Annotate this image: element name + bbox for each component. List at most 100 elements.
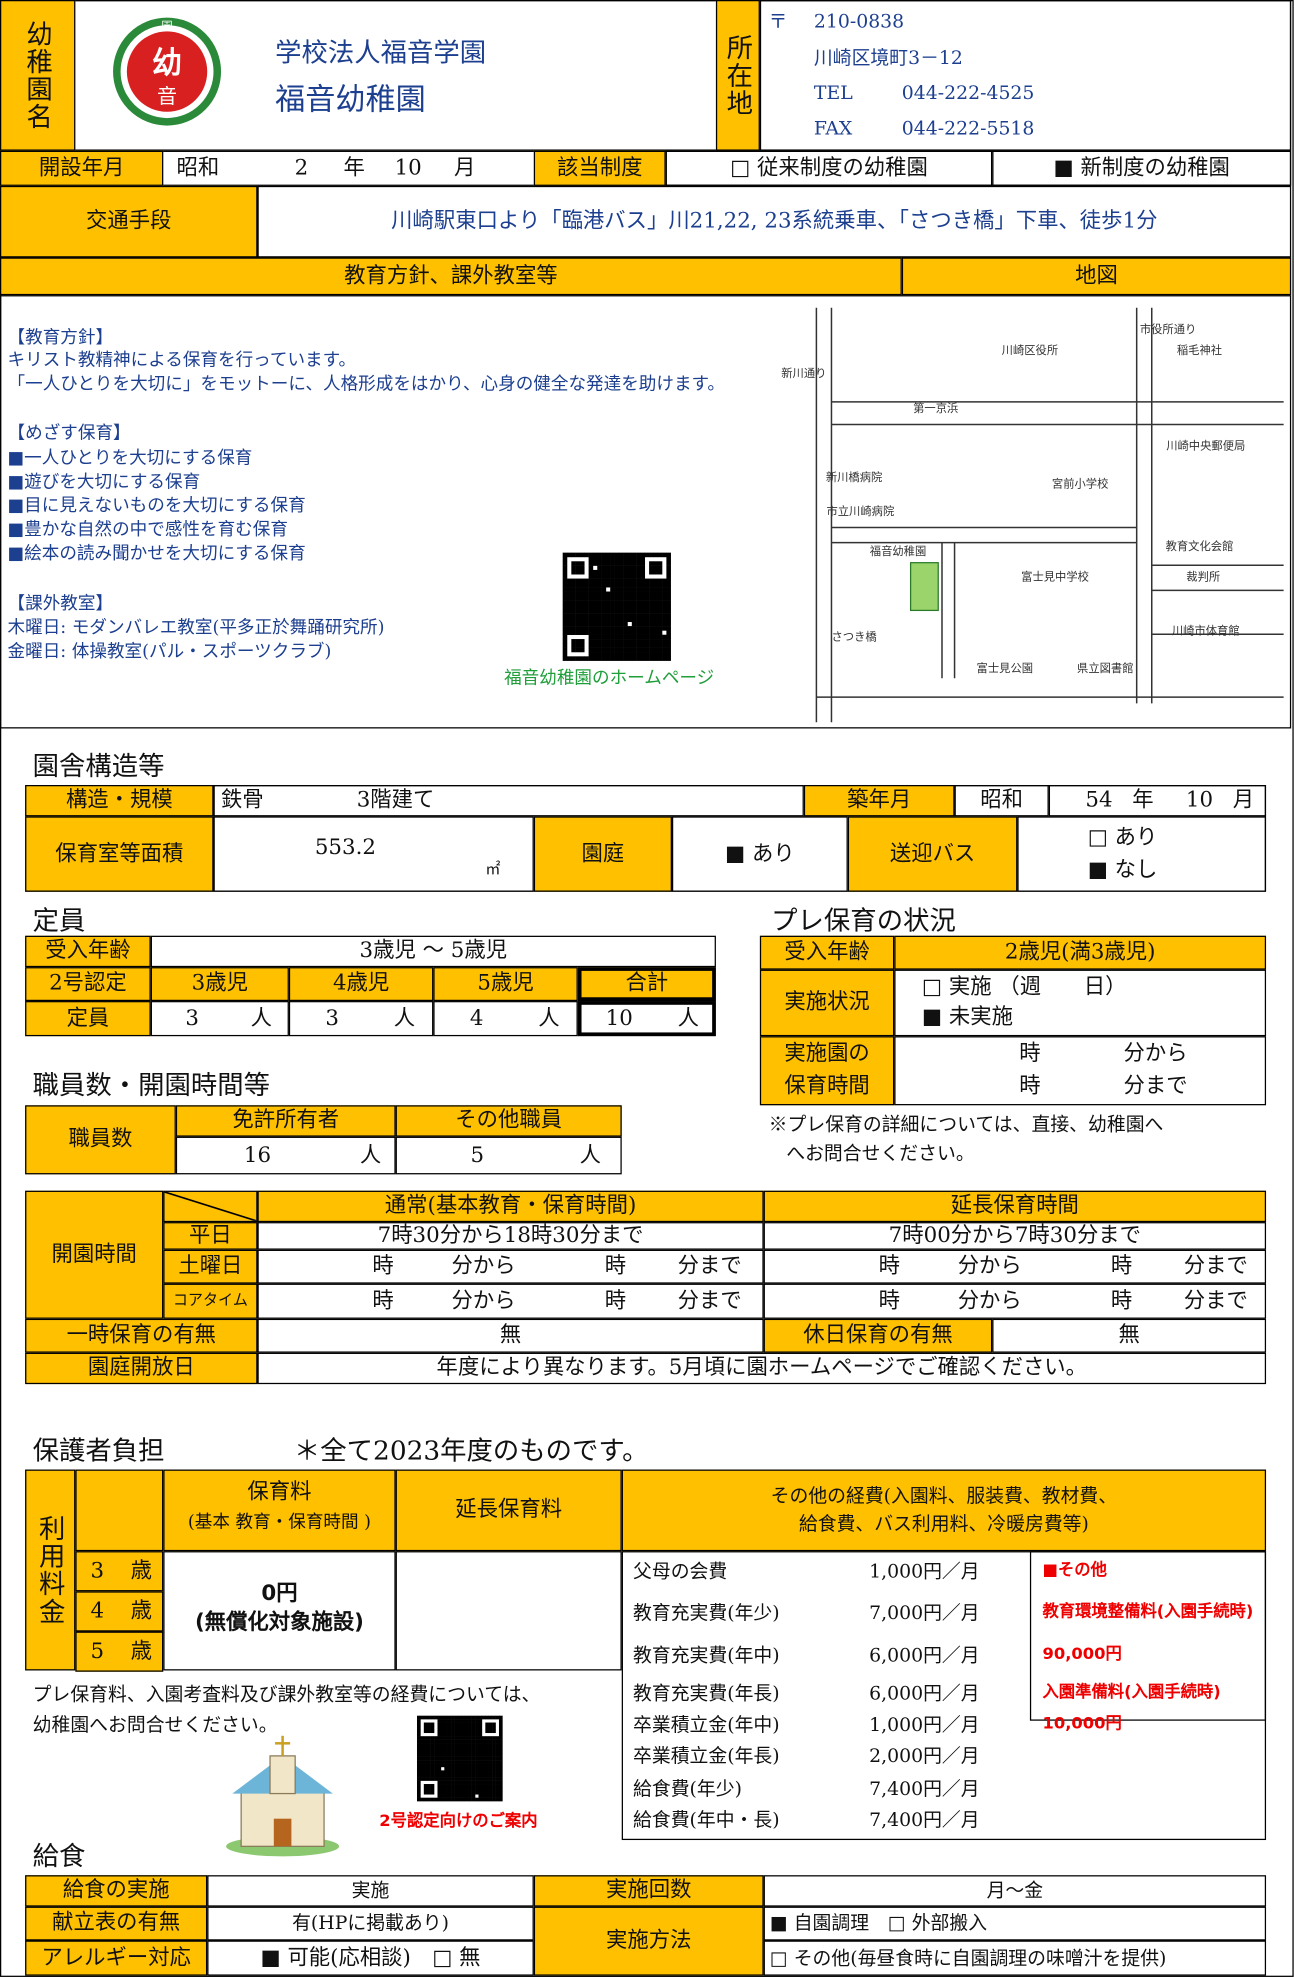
qr-module	[430, 1760, 435, 1764]
qr-module	[605, 643, 611, 648]
qr-module	[420, 1746, 425, 1751]
items: 卒業積立金(年長)	[633, 1744, 780, 1767]
qr-module	[571, 582, 576, 588]
qr-module	[562, 578, 568, 584]
qr-module	[416, 1749, 421, 1754]
corporation: 学校法人福音学園	[275, 38, 487, 69]
qr-module	[666, 647, 671, 653]
address-label: 所在地	[715, 0, 760, 151]
qr-module	[457, 1722, 462, 1727]
columns: 合計	[577, 967, 716, 1002]
qr-module	[485, 1794, 489, 1798]
qr-module	[492, 1787, 496, 1792]
qr-module	[488, 1760, 493, 1764]
cell-border	[257, 1283, 764, 1319]
age-unit: 歳	[130, 1638, 152, 1664]
normal: 時	[604, 1288, 627, 1314]
qr-module	[416, 1760, 421, 1764]
qr-module	[481, 1797, 486, 1802]
qr-module	[575, 595, 581, 601]
qr-module	[562, 565, 568, 571]
logo-bottom: 音	[157, 84, 177, 108]
qr-module	[451, 1760, 455, 1764]
qr-module	[437, 1749, 442, 1754]
qr-module	[588, 647, 594, 653]
qr-module	[627, 656, 633, 661]
label: 開園時間	[25, 1190, 164, 1319]
qr-module	[454, 1753, 459, 1757]
qr-module	[495, 1743, 500, 1747]
qr-module	[468, 1773, 472, 1778]
qr-module	[575, 582, 581, 588]
qr-module	[471, 1732, 476, 1737]
qr-module	[492, 1790, 496, 1795]
qr-module	[579, 639, 585, 644]
qr-module	[614, 587, 620, 592]
qr-module	[437, 1725, 442, 1730]
qr-module	[666, 656, 671, 661]
ages: 4	[90, 1598, 105, 1624]
qr-module	[420, 1749, 425, 1754]
qr-module	[610, 647, 615, 653]
area: 553.2	[314, 834, 376, 860]
qr-module	[623, 617, 628, 623]
qr-module	[610, 561, 615, 566]
qr-module	[430, 1739, 435, 1744]
qr-module	[588, 587, 594, 592]
qr-module	[657, 578, 663, 584]
qr-module	[461, 1739, 466, 1744]
qr-module	[592, 591, 598, 597]
qr-module	[592, 647, 598, 653]
qr-module	[451, 1780, 455, 1785]
qr-module	[468, 1780, 472, 1785]
qr-module	[492, 1729, 496, 1734]
qr-module	[562, 656, 568, 661]
qr-module	[601, 582, 607, 588]
qr-module	[605, 574, 611, 579]
qr-module	[653, 587, 658, 592]
qr-module	[666, 591, 671, 597]
qr-module	[488, 1746, 493, 1751]
qr-module	[485, 1729, 489, 1734]
qr-module	[588, 556, 594, 562]
qr-module	[614, 552, 620, 558]
qr-module	[454, 1773, 459, 1778]
qr-module	[614, 591, 620, 597]
qr-module	[649, 634, 654, 640]
tel-label: TEL	[813, 81, 853, 104]
qr-module	[468, 1722, 472, 1727]
qr-module	[444, 1797, 448, 1802]
structure: 鉄骨	[221, 787, 264, 813]
lines: ■遊びを大切にする保育	[7, 472, 201, 493]
qr-module	[492, 1715, 496, 1720]
qr-caption: 2号認定向けのご案内	[379, 1812, 538, 1832]
qr-module	[430, 1763, 435, 1768]
qr-module	[562, 630, 568, 635]
qr-module	[640, 582, 646, 588]
qr-module	[623, 608, 628, 614]
note: ※プレ保育の詳細については、直接、幼稚園へ	[768, 1112, 1164, 1136]
qr-module	[666, 565, 671, 571]
qr-module	[618, 652, 624, 657]
row-label: 定員	[25, 1001, 151, 1037]
qr-module	[471, 1790, 476, 1795]
qr-module	[498, 1736, 503, 1740]
qr-module	[592, 595, 598, 601]
qr-module	[454, 1770, 459, 1775]
qr-module	[662, 591, 667, 597]
qr-module	[481, 1790, 486, 1795]
qr-module	[492, 1784, 496, 1788]
qr-module	[644, 621, 650, 627]
hours: 分から	[1123, 1040, 1188, 1066]
qr-module	[495, 1760, 500, 1764]
qr-module	[437, 1780, 442, 1785]
qr-module	[614, 574, 620, 579]
age-label: 受入年齢	[25, 935, 151, 968]
map-kindergarten	[909, 562, 939, 612]
qr-module	[488, 1787, 493, 1792]
qr-module	[495, 1794, 500, 1798]
qr-module	[454, 1766, 459, 1771]
qr-module	[592, 608, 598, 614]
postal-mark: 〒	[768, 9, 788, 33]
qr-module	[471, 1784, 476, 1788]
